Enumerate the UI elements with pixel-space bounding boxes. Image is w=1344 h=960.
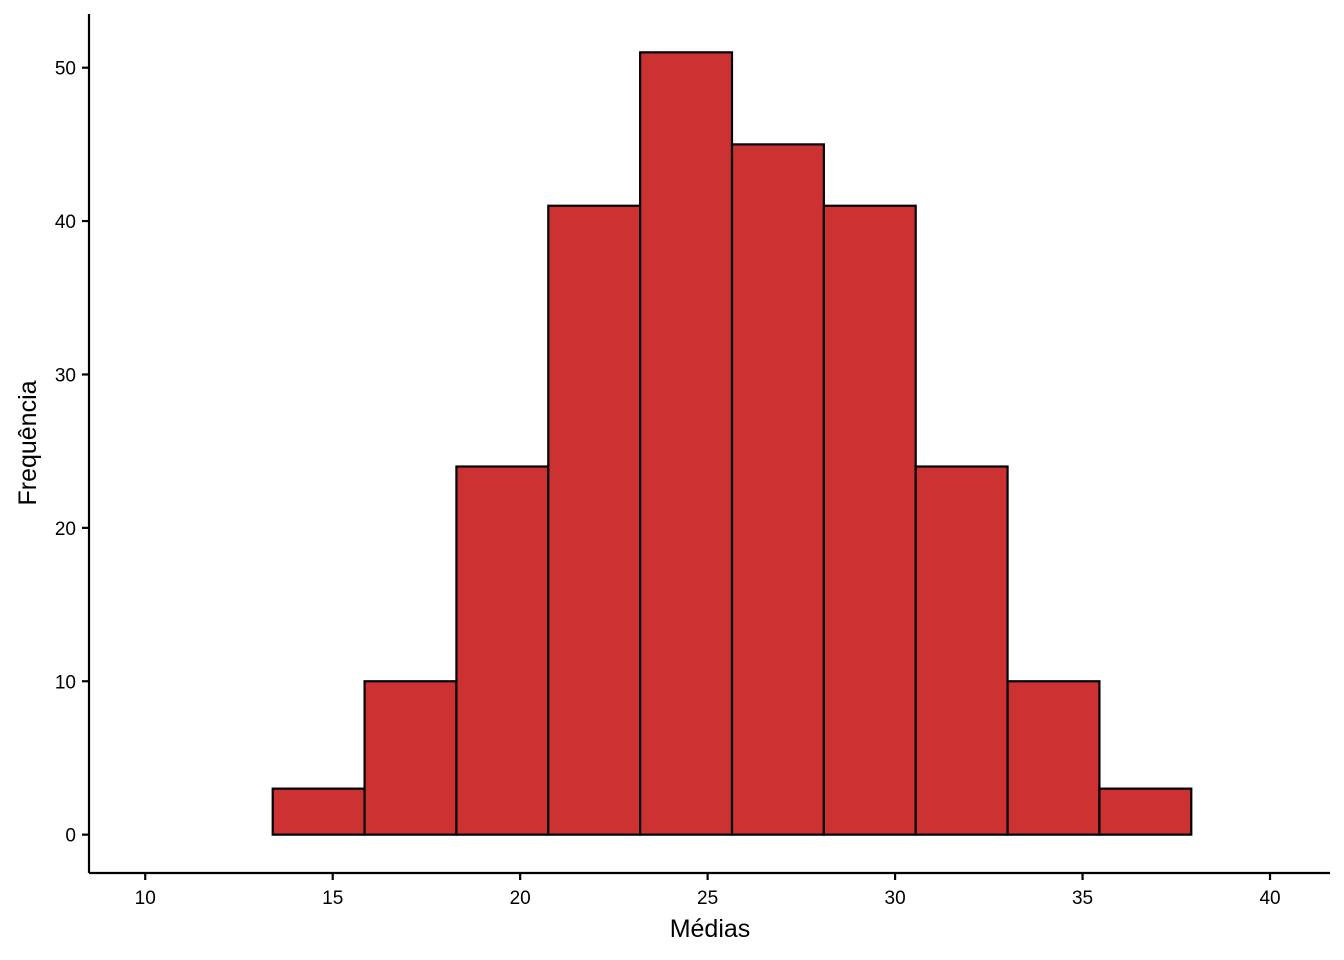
histogram-bar-2 xyxy=(363,680,458,836)
y-tick-label-10: 10 xyxy=(55,672,76,693)
histogram-bar-9 xyxy=(1006,680,1101,836)
x-tick-label-40: 40 xyxy=(1259,888,1280,909)
x-tick-label-25: 25 xyxy=(697,888,718,909)
histogram-bars xyxy=(271,51,1193,836)
histogram-bar-10 xyxy=(1098,787,1193,836)
axes: 10 15 20 25 30 35 40 0 10 20 30 40 50 xyxy=(55,14,1330,909)
histogram-bar-1 xyxy=(271,787,366,836)
histogram-bar-5 xyxy=(639,51,734,836)
x-tick-label-30: 30 xyxy=(885,888,906,909)
x-tick-label-20: 20 xyxy=(510,888,531,909)
x-axis-title: Médias xyxy=(670,915,751,943)
histogram-bar-4 xyxy=(547,204,642,836)
y-tick-label-30: 30 xyxy=(55,365,76,386)
y-tick-label-40: 40 xyxy=(55,212,76,233)
y-tick-label-50: 50 xyxy=(55,59,76,80)
histogram-bar-6 xyxy=(730,143,825,836)
x-tick-label-15: 15 xyxy=(322,888,343,909)
y-axis-title: Frequência xyxy=(14,380,42,505)
x-tick-label-10: 10 xyxy=(135,888,156,909)
histogram-bar-7 xyxy=(822,204,917,836)
histogram-bar-8 xyxy=(914,465,1009,836)
x-tick-label-35: 35 xyxy=(1072,888,1093,909)
y-tick-label-20: 20 xyxy=(55,519,76,540)
y-tick-label-0: 0 xyxy=(65,826,76,847)
histogram-bar-3 xyxy=(455,465,550,836)
